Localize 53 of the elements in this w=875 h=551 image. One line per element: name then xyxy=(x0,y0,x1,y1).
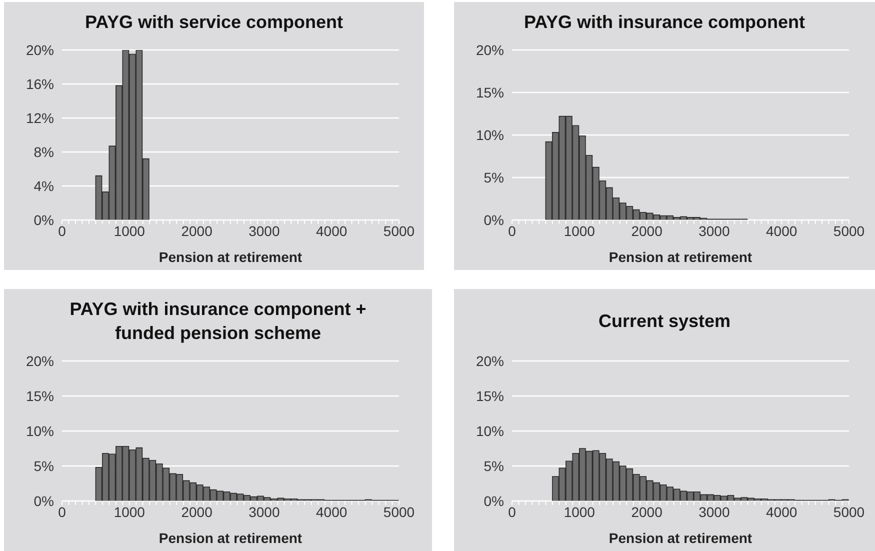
x-tick-label: 1000 xyxy=(114,222,146,239)
x-axis-title: Pension at retirement xyxy=(608,249,752,265)
x-tick-label: 2000 xyxy=(631,222,663,239)
x-tick-label: 5000 xyxy=(833,222,865,239)
x-axis-title: Pension at retirement xyxy=(608,530,752,546)
y-tick-label: 15% xyxy=(476,388,504,404)
y-tick-label: 16% xyxy=(26,76,54,92)
x-tick-label: 3000 xyxy=(248,504,280,520)
y-tick-label: 5% xyxy=(484,169,504,186)
y-tick-label: 5% xyxy=(34,458,54,474)
chart-title: PAYG with insurance component xyxy=(524,11,806,34)
chart-title: Current system xyxy=(598,310,731,333)
y-tick-label: 12% xyxy=(26,110,54,126)
y-tick-label: 5% xyxy=(484,458,504,474)
x-tick-label: 4000 xyxy=(766,222,798,239)
x-tick-label: 0 xyxy=(58,504,66,520)
x-axis-title: Pension at retirement xyxy=(158,530,302,546)
x-tick-label: 5000 xyxy=(383,222,415,239)
x-tick-label: 2000 xyxy=(631,504,663,520)
y-tick-label: 20% xyxy=(26,42,54,58)
chart-title: PAYG with service component xyxy=(84,11,344,34)
x-tick-label: 2000 xyxy=(181,222,213,239)
x-tick-label: 5000 xyxy=(833,504,865,520)
y-tick-label: 10% xyxy=(476,126,504,143)
x-tick-label: 1000 xyxy=(564,222,596,239)
x-tick-label: 3000 xyxy=(248,222,280,239)
y-tick-label: 0% xyxy=(484,212,504,228)
x-tick-label: 1000 xyxy=(114,504,146,520)
chart-title: PAYG with insurance component + funded pension scheme xyxy=(68,298,368,345)
y-tick-label: 10% xyxy=(476,422,504,439)
x-tick-label: 3000 xyxy=(698,222,730,239)
x-tick-label: 4000 xyxy=(316,222,348,239)
y-tick-label: 8% xyxy=(34,144,54,160)
y-tick-label: 15% xyxy=(26,388,54,404)
x-tick-label: 0 xyxy=(508,222,516,239)
y-tick-label: 0% xyxy=(34,212,54,228)
x-tick-label: 3000 xyxy=(698,504,730,520)
y-tick-label: 20% xyxy=(476,352,504,369)
y-tick-label: 10% xyxy=(26,422,54,439)
x-tick-label: 4000 xyxy=(766,504,798,520)
y-tick-label: 0% xyxy=(34,492,54,509)
x-axis-title: Pension at retirement xyxy=(158,249,302,265)
x-tick-label: 5000 xyxy=(383,504,415,520)
y-tick-label: 20% xyxy=(476,42,504,58)
y-tick-label: 15% xyxy=(476,84,504,100)
x-tick-label: 4000 xyxy=(316,504,348,520)
y-tick-label: 4% xyxy=(34,178,54,194)
x-tick-label: 2000 xyxy=(181,504,213,520)
x-tick-label: 0 xyxy=(58,222,66,239)
x-tick-label: 1000 xyxy=(564,504,596,520)
x-tick-label: 0 xyxy=(508,504,516,520)
y-tick-label: 0% xyxy=(484,492,504,509)
y-tick-label: 20% xyxy=(26,352,54,369)
